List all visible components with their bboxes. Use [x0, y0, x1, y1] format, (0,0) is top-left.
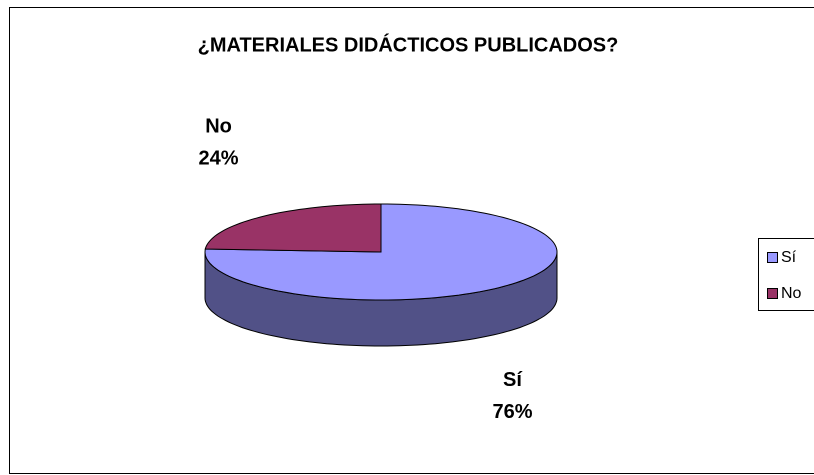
data-label-category: No [205, 116, 232, 138]
chart-title: ¿MATERIALES DIDÁCTICOS PUBLICADOS? [198, 33, 619, 56]
data-label-category: Sí [503, 369, 523, 391]
legend-swatch [767, 252, 778, 263]
legend-swatch [767, 288, 778, 299]
legend-label: Sí [781, 249, 797, 266]
data-label-value: 76% [492, 401, 532, 423]
data-label-value: 24% [199, 148, 239, 170]
legend-label: No [781, 285, 802, 302]
pie-slice [204, 203, 382, 253]
